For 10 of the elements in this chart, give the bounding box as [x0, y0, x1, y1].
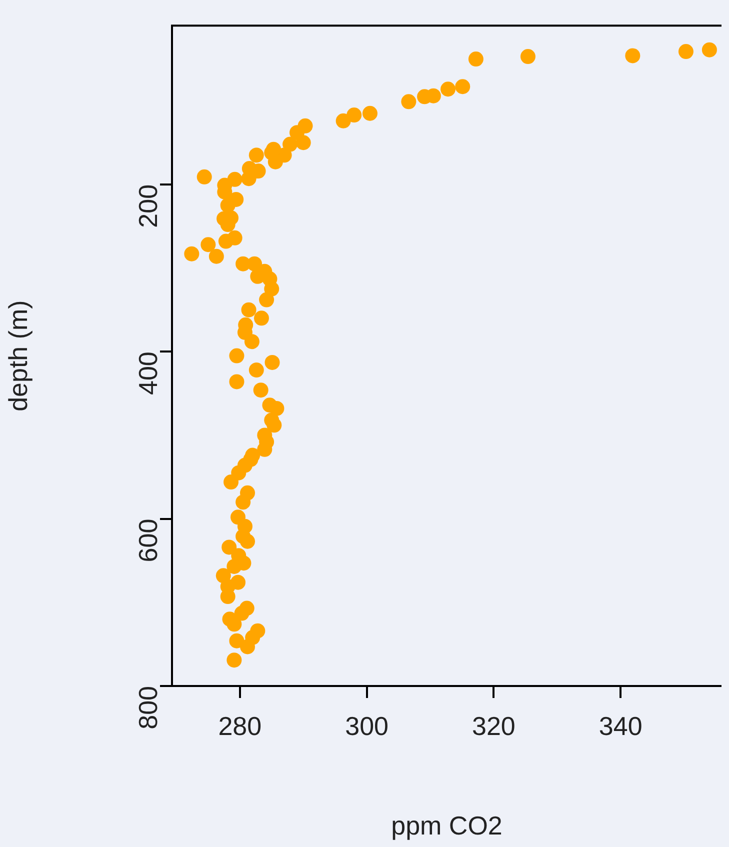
x-tick-label: 320 — [472, 710, 516, 741]
y-axis-title: depth (m) — [2, 300, 33, 412]
y-tick-label: 200 — [133, 184, 164, 228]
y-tick-label: 800 — [133, 686, 164, 730]
y-tick-label: 400 — [133, 352, 164, 396]
x-axis-title: ppm CO2 — [391, 810, 502, 841]
x-tick-label: 340 — [598, 710, 642, 741]
y-tick-label: 600 — [133, 518, 164, 562]
x-tick-label: 300 — [345, 710, 388, 741]
x-tick-label: 280 — [218, 710, 262, 741]
